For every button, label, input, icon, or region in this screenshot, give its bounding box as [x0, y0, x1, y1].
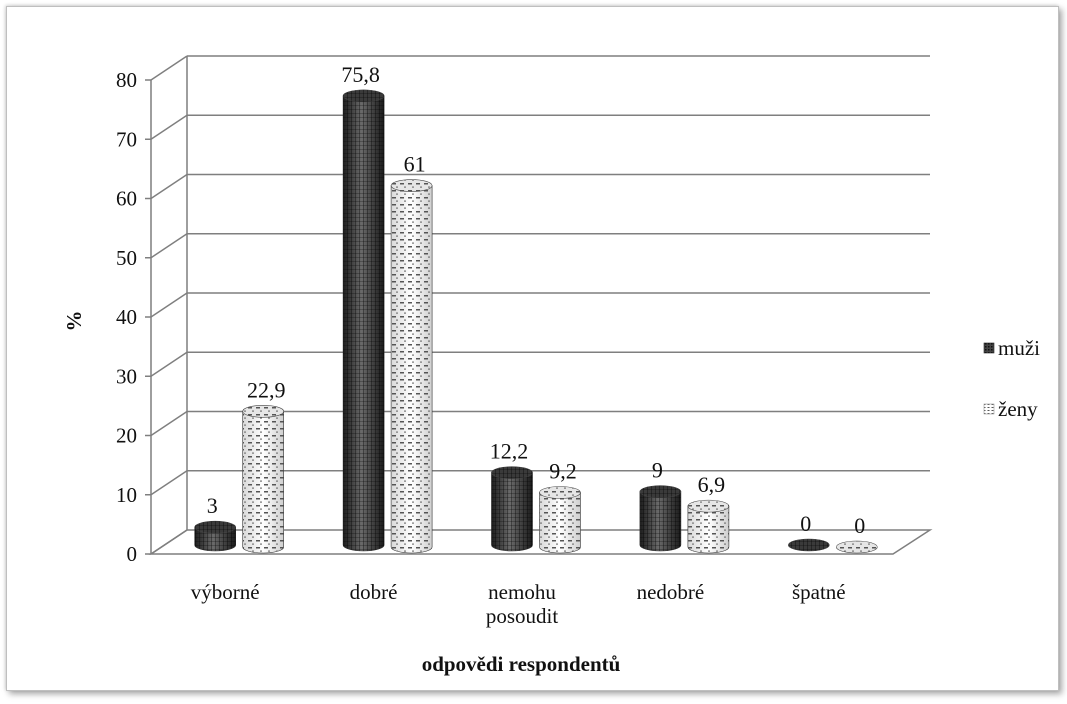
side-gridline	[150, 55, 188, 81]
bars-layer	[194, 89, 878, 554]
bar-muži-2	[491, 466, 533, 552]
bar-top-pattern	[343, 89, 385, 102]
legend-item-muži: muži	[983, 336, 1040, 360]
data-label: 6,9	[698, 472, 726, 497]
side-gridline	[150, 410, 188, 437]
bar-muži-3	[639, 485, 682, 552]
x-tick-label: výborné	[191, 580, 260, 604]
data-label: 22,9	[247, 377, 286, 402]
y-tick-label: 40	[116, 305, 137, 329]
bar-ženy-4	[835, 540, 878, 554]
bar-pattern	[391, 185, 433, 553]
y-tick-label: 0	[127, 542, 138, 566]
bar-top-pattern	[539, 486, 581, 499]
y-tick-label: 30	[116, 364, 137, 388]
x-tick-label: špatné	[792, 580, 846, 604]
y-tick-label: 20	[116, 424, 137, 448]
bar-top-pattern	[491, 466, 533, 479]
side-gridline	[150, 292, 188, 318]
data-label: 12,2	[490, 439, 529, 464]
y-tick-label: 50	[116, 246, 137, 270]
bar-pattern	[491, 472, 533, 551]
bar-muži-0	[194, 520, 236, 552]
bar-ženy-1	[390, 179, 433, 554]
x-axis-title: odpovědi respondentů	[422, 652, 621, 676]
bar-ženy-0	[242, 405, 285, 554]
grid-layer	[150, 55, 930, 555]
bar-ženy-2	[539, 486, 581, 554]
data-label: 3	[207, 493, 218, 518]
legend-label: ženy	[998, 397, 1038, 421]
bar-top-pattern	[687, 500, 729, 513]
legend: muži ženy	[983, 336, 1040, 421]
bar-muži-1	[342, 89, 385, 552]
legend-swatch	[983, 342, 995, 354]
legend-item-ženy: ženy	[983, 397, 1038, 421]
y-tick-label: 10	[116, 483, 137, 507]
data-label: 9	[652, 458, 663, 483]
bar-muži-4	[787, 538, 830, 552]
axes-layer	[145, 56, 933, 555]
x-tick-label: nedobré	[637, 580, 705, 604]
bar-pattern	[687, 506, 729, 553]
bar-top-pattern	[639, 485, 681, 498]
bar-pattern	[639, 491, 681, 551]
bar-top-pattern	[242, 405, 284, 418]
side-gridline	[150, 114, 188, 140]
y-tick-label: 80	[116, 68, 137, 92]
y-tick-label: 70	[116, 127, 137, 151]
y-tick-label: 60	[116, 187, 137, 211]
data-label: 0	[800, 511, 811, 536]
floor-plane	[148, 529, 933, 555]
bar-pattern	[343, 95, 385, 551]
bar-top-pattern	[788, 539, 830, 551]
x-tick-label: nemohu	[488, 580, 556, 604]
x-tick-label: dobré	[350, 580, 398, 604]
bar-pattern	[539, 492, 581, 553]
side-gridline	[150, 233, 188, 259]
bar-pattern	[194, 527, 236, 551]
data-label: 0	[854, 513, 865, 538]
bar-pattern	[242, 411, 284, 553]
labels-layer: 0 10 20 30 40 50 60 70 80 3 75,8 12,2 9 0 22,9 61 9,2 6,9…	[62, 62, 865, 676]
bar-top-pattern	[194, 521, 236, 534]
x-tick-label: posoudit	[486, 604, 559, 628]
data-label: 61	[404, 152, 426, 177]
bar-ženy-3	[687, 499, 730, 554]
data-label: 9,2	[549, 458, 577, 483]
side-gridline	[150, 173, 188, 200]
data-label: 75,8	[341, 62, 380, 87]
bar-top-pattern	[836, 541, 878, 553]
legend-swatch	[983, 403, 995, 415]
chart-frame: 0 10 20 30 40 50 60 70 80 3 75,8 12,2 9 0 22,9 61 9,2 6,9…	[6, 6, 1059, 691]
y-axis-title: %	[62, 311, 86, 332]
side-gridline	[150, 351, 188, 377]
side-gridline	[150, 470, 188, 496]
legend-label: muži	[998, 336, 1040, 360]
bar-chart: 0 10 20 30 40 50 60 70 80 3 75,8 12,2 9 0 22,9 61 9,2 6,9…	[62, 55, 1040, 676]
bar-top-pattern	[391, 179, 433, 192]
